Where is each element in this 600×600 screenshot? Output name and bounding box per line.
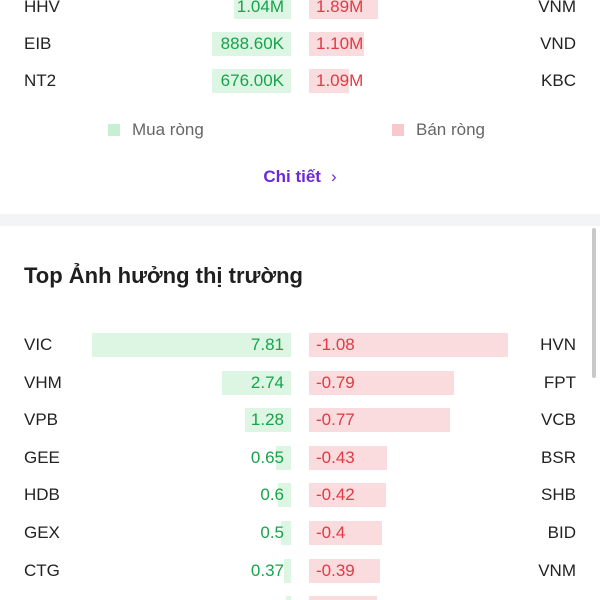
scrollbar[interactable]	[592, 228, 596, 378]
buy-bar	[222, 371, 291, 395]
buy-bar	[278, 483, 291, 507]
sell-bar	[309, 32, 364, 56]
legend-sell-label: Bán ròng	[416, 120, 485, 139]
buy-ticker: HHV	[24, 0, 60, 16]
market-impact-row[interactable]: VPB 1.28 -0.77 VCB	[0, 401, 600, 439]
sell-ticker: KBC	[541, 71, 576, 90]
buy-bar	[212, 32, 291, 56]
market-impact-row[interactable]: VIC 7.81 -1.08 HVN	[0, 326, 600, 364]
sell-ticker: VNM	[538, 561, 576, 580]
sell-bar	[309, 559, 380, 583]
buy-value: 7.81	[250, 335, 284, 354]
sell-value: -0.4	[316, 523, 346, 542]
buy-value: 0.37	[250, 561, 284, 580]
sell-value: -0.77	[316, 410, 355, 429]
market-impact-row[interactable]: GEX 0.5 -0.4 BID	[0, 514, 600, 552]
sell-value: -0.43	[316, 448, 355, 467]
sell-bar	[309, 69, 349, 93]
sell-value: 1.10M	[316, 34, 364, 53]
buy-value: 0.5	[260, 523, 284, 542]
sell-bar	[309, 483, 386, 507]
chevron-right-icon: ›	[330, 167, 337, 186]
sell-ticker: VCB	[541, 410, 576, 429]
sell-bar	[309, 521, 382, 545]
sell-ticker: SHB	[541, 485, 576, 504]
market-impact-row[interactable]: HDB 0.6 -0.42 SHB	[0, 476, 600, 514]
details-link[interactable]: Chi tiết ›	[0, 164, 600, 190]
buy-ticker: GEE	[24, 448, 60, 467]
details-label: Chi tiết	[263, 167, 321, 186]
sell-ticker: FPT	[543, 373, 576, 392]
buy-value: 2.74	[250, 373, 284, 392]
buy-ticker: HDB	[24, 485, 60, 504]
buy-bar	[286, 596, 291, 600]
sell-value: 1.89M	[316, 0, 364, 16]
buy-bar	[92, 333, 291, 357]
buy-bar	[234, 0, 291, 19]
sell-ticker: BSR	[541, 448, 576, 467]
buy-bar	[212, 69, 291, 93]
sell-bar	[309, 446, 387, 470]
buy-ticker: VHM	[24, 373, 62, 392]
net-trading-row[interactable]: EIB 888.60K 1.10M VND	[0, 25, 600, 63]
buy-value: 0.6	[260, 485, 284, 504]
sell-bar	[309, 333, 508, 357]
legend-sell: Bán ròng	[392, 118, 485, 142]
legend-buy-label: Mua ròng	[132, 120, 204, 139]
buy-value: 1.04M	[236, 0, 284, 16]
buy-bar	[284, 559, 291, 583]
buy-swatch-icon	[108, 124, 120, 136]
sell-value: -0.79	[316, 373, 355, 392]
sell-ticker: BID	[547, 523, 576, 542]
buy-ticker: GEX	[24, 523, 60, 542]
section-divider	[0, 214, 600, 226]
sell-value: -1.08	[316, 335, 355, 354]
sell-ticker: HVN	[540, 335, 576, 354]
legend-buy: Mua ròng	[108, 118, 204, 142]
buy-value: 888.60K	[220, 34, 284, 53]
buy-ticker: EIB	[24, 34, 52, 53]
buy-value: 0.65	[250, 448, 284, 467]
sell-value: -0.39	[316, 561, 355, 580]
market-impact-row[interactable]: VHM 2.74 -0.79 FPT	[0, 364, 600, 402]
market-impact-row[interactable]: CTG 0.37 -0.39 VNM	[0, 552, 600, 590]
sell-bar	[309, 596, 377, 600]
market-impact-row[interactable]: GEE 0.65 -0.43 BSR	[0, 439, 600, 477]
sell-swatch-icon	[392, 124, 404, 136]
buy-ticker: VIC	[24, 335, 53, 354]
sell-bar	[309, 371, 454, 395]
sell-ticker: VND	[540, 34, 576, 53]
buy-value: 1.28	[250, 410, 284, 429]
sell-value: -0.42	[316, 485, 355, 504]
buy-bar	[276, 446, 291, 470]
buy-bar	[245, 408, 291, 432]
sell-bar	[309, 0, 378, 19]
buy-ticker: VPB	[24, 410, 59, 429]
buy-ticker: NT2	[24, 71, 57, 90]
buy-ticker: CTG	[24, 561, 60, 580]
sell-bar	[309, 408, 450, 432]
sell-ticker: VNM	[538, 0, 576, 16]
net-trading-row[interactable]: NT2 676.00K 1.09M KBC	[0, 62, 600, 100]
net-trading-row[interactable]: HHV 1.04M 1.89M VNM	[0, 0, 600, 26]
section-title: Top Ảnh hưởng thị trường	[24, 263, 303, 288]
buy-value: 676.00K	[220, 71, 284, 90]
buy-bar	[281, 521, 291, 545]
sell-value: 1.09M	[316, 71, 364, 90]
